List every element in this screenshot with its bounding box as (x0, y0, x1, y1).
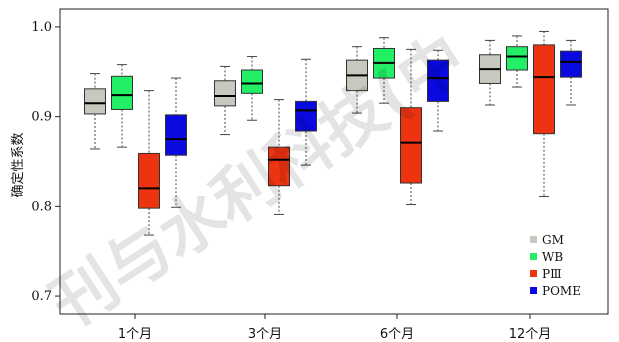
box-gm-3 (346, 46, 368, 114)
legend: GM WB PⅢ POME (530, 233, 581, 298)
box-wb-1 (111, 64, 133, 148)
legend-label: POME (542, 284, 581, 298)
x-axis: 1个月 3个月 6个月 12个月 (118, 314, 551, 342)
iqr-box (84, 88, 106, 115)
box-pome-4 (560, 39, 582, 106)
legend-swatch-2 (530, 270, 537, 277)
iqr-box (506, 46, 528, 71)
box-p-3 (400, 48, 422, 206)
box-p-2 (268, 99, 290, 215)
box-pome-3 (427, 49, 449, 132)
legend-swatch-0 (530, 236, 537, 243)
iqr-box (241, 69, 263, 94)
box-wb-2 (241, 56, 263, 121)
iqr-box (165, 114, 187, 156)
box-p-4 (533, 30, 555, 197)
legend-swatch-3 (530, 287, 537, 294)
box-pome-1 (165, 77, 187, 208)
box-wb-4 (506, 35, 528, 88)
legend-swatch-1 (530, 253, 537, 260)
box-gm-4 (479, 39, 501, 106)
x-tick-label: 12个月 (509, 327, 552, 342)
box-series (84, 30, 582, 236)
box-wb-3 (373, 37, 395, 104)
iqr-box (268, 146, 290, 187)
iqr-box (111, 75, 133, 110)
y-tick-label: 0.7 (31, 289, 52, 304)
legend-label: WB (542, 250, 563, 264)
iqr-box (295, 100, 317, 132)
iqr-box (400, 107, 422, 184)
legend-label: GM (542, 233, 564, 247)
box-gm-2 (214, 65, 236, 136)
x-tick-label: 3个月 (248, 327, 282, 342)
x-tick-label: 1个月 (118, 327, 152, 342)
x-tick-label: 6个月 (380, 327, 414, 342)
iqr-box (427, 59, 449, 102)
box-p-1 (138, 90, 160, 236)
box-pome-2 (295, 58, 317, 166)
y-axis-label: 确定性系数 (11, 132, 26, 197)
iqr-box (560, 50, 582, 78)
legend-label: PⅢ (542, 267, 562, 281)
iqr-box (138, 152, 160, 209)
iqr-box (214, 80, 236, 107)
iqr-box (533, 44, 555, 135)
y-tick-label: 0.9 (31, 110, 52, 125)
box-gm-1 (84, 73, 106, 150)
y-tick-label: 0.8 (31, 199, 52, 214)
y-axis: 0.7 0.8 0.9 1.0 (31, 20, 60, 304)
y-tick-label: 1.0 (31, 20, 52, 35)
